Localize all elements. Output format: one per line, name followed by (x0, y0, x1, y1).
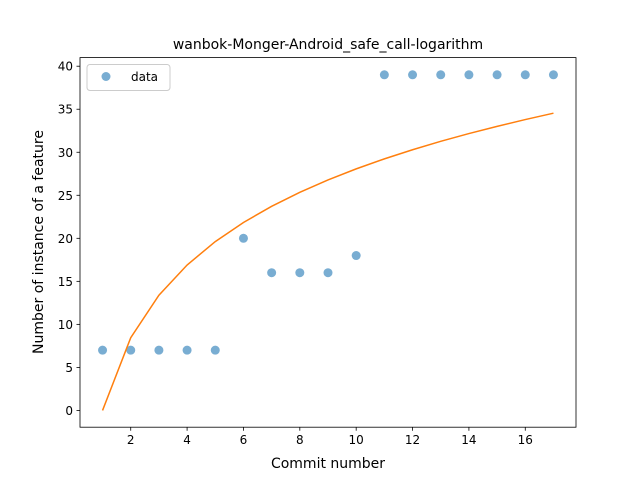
x-tick-label: 14 (461, 433, 476, 447)
x-tick-label: 6 (240, 433, 248, 447)
data-point (323, 268, 333, 278)
data-point (154, 345, 164, 355)
y-tick-label: 30 (58, 146, 73, 160)
y-tick-label: 0 (65, 404, 73, 418)
y-tick-label: 5 (65, 361, 73, 375)
data-point (210, 345, 220, 355)
x-tick-label: 4 (183, 433, 191, 447)
legend-box (86, 64, 171, 91)
plot-frame (79, 57, 577, 428)
y-tick-label: 40 (58, 60, 73, 74)
data-point (295, 268, 305, 278)
data-point (238, 233, 248, 243)
data-point (548, 70, 558, 80)
data-point (408, 70, 418, 80)
plot-area (98, 70, 558, 411)
y-tick-label: 15 (58, 275, 73, 289)
data-point (436, 70, 446, 80)
x-tick-label: 2 (127, 433, 135, 447)
x-tick-label: 16 (518, 433, 533, 447)
data-point (379, 70, 389, 80)
legend-marker (101, 72, 111, 81)
legend-label: data (131, 70, 158, 84)
chart-title: wanbok-Monger-Android_safe_call-logarith… (173, 37, 483, 53)
data-point (520, 70, 530, 80)
data-point (464, 70, 474, 80)
x-tick-label: 12 (405, 433, 420, 447)
x-tick-label: 10 (349, 433, 364, 447)
legend: data (86, 64, 171, 91)
fit-line (101, 112, 554, 411)
y-tick-label: 20 (58, 232, 73, 246)
axis-ticks: 2 4 6 8 10 12 14 16 0 5 10 15 20 25 30 35 40 (58, 60, 533, 447)
data-point (267, 268, 277, 278)
data-point (126, 345, 136, 355)
data-point (492, 70, 502, 80)
x-tick-label: 8 (296, 433, 304, 447)
data-point (98, 345, 108, 355)
x-axis-title: Commit number (271, 456, 385, 472)
data-point (351, 251, 361, 261)
y-tick-label: 25 (58, 189, 73, 203)
y-axis-title: Number of instance of a feature (31, 130, 47, 354)
y-tick-label: 10 (58, 318, 73, 332)
data-point (182, 345, 192, 355)
y-tick-label: 35 (58, 103, 73, 117)
